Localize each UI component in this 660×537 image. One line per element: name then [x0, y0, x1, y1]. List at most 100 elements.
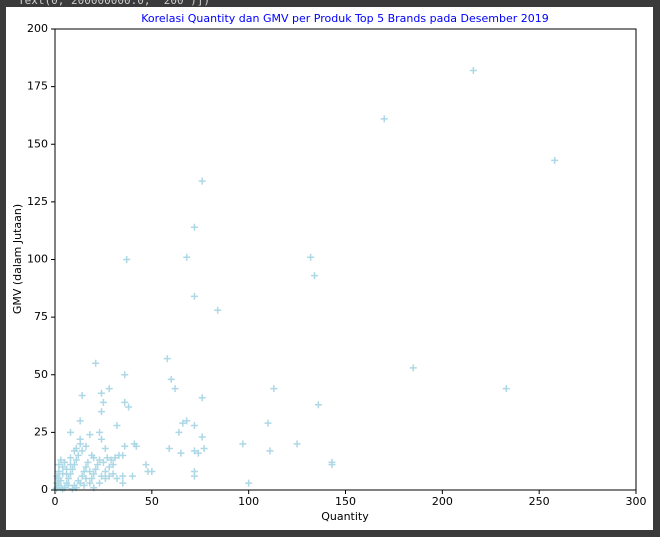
- y-tick-label: 50: [34, 368, 48, 381]
- point: [198, 394, 206, 402]
- point: [78, 391, 86, 399]
- point: [76, 440, 84, 448]
- point: [66, 428, 74, 436]
- point: [214, 306, 222, 314]
- x-tick-label: 0: [52, 495, 59, 508]
- point: [200, 445, 208, 453]
- point: [171, 385, 179, 393]
- point: [165, 445, 173, 453]
- chart-title: Korelasi Quantity dan GMV per Produk Top…: [141, 12, 549, 25]
- point: [177, 449, 185, 457]
- point: [92, 465, 100, 473]
- point: [96, 456, 104, 464]
- y-axis-label: GMV (dalam Jutaan): [11, 204, 24, 314]
- point: [72, 456, 80, 464]
- point: [179, 419, 187, 427]
- point: [92, 359, 100, 367]
- point: [65, 474, 73, 482]
- point: [105, 472, 113, 480]
- point: [97, 435, 105, 443]
- point: [61, 458, 69, 466]
- y-tick-label: 0: [41, 483, 48, 496]
- x-axis-label: Quantity: [321, 510, 369, 523]
- output-text: Text(0, 200000000.0, '200')]): [18, 0, 211, 7]
- point: [96, 479, 104, 487]
- x-tick-label: 100: [238, 495, 259, 508]
- point: [72, 445, 80, 453]
- point: [175, 428, 183, 436]
- point: [99, 398, 107, 406]
- point: [107, 456, 115, 464]
- point: [105, 463, 113, 471]
- point: [239, 440, 247, 448]
- point: [121, 398, 129, 406]
- point: [198, 433, 206, 441]
- point: [380, 115, 388, 123]
- point: [109, 461, 117, 469]
- point: [65, 481, 73, 489]
- point: [264, 419, 272, 427]
- point: [63, 465, 71, 473]
- point: [314, 401, 322, 409]
- y-tick-label: 75: [34, 310, 48, 323]
- point: [90, 454, 98, 462]
- point: [113, 421, 121, 429]
- point: [105, 385, 113, 393]
- point: [270, 385, 278, 393]
- y-tick-label: 150: [27, 137, 48, 150]
- figure-background: [6, 7, 653, 530]
- point: [183, 417, 191, 425]
- point: [121, 371, 129, 379]
- point: [183, 253, 191, 261]
- point: [128, 472, 136, 480]
- point: [55, 474, 63, 482]
- point: [103, 454, 111, 462]
- point: [190, 292, 198, 300]
- point: [78, 447, 86, 455]
- point: [90, 470, 98, 478]
- point: [97, 389, 105, 397]
- plot-frame: [54, 28, 637, 491]
- point: [148, 468, 156, 476]
- point: [52, 485, 60, 493]
- point: [142, 461, 150, 469]
- point: [55, 461, 63, 469]
- point: [74, 451, 82, 459]
- point: [311, 272, 319, 280]
- point: [57, 456, 65, 464]
- x-tick-label: 250: [529, 495, 550, 508]
- point: [68, 485, 76, 493]
- point: [502, 385, 510, 393]
- point: [97, 408, 105, 416]
- point: [86, 431, 94, 439]
- x-tick-label: 150: [335, 495, 356, 508]
- point: [99, 458, 107, 466]
- point: [293, 440, 301, 448]
- point: [190, 223, 198, 231]
- y-tick-label: 175: [27, 80, 48, 93]
- point: [132, 442, 140, 450]
- point: [245, 479, 253, 487]
- point: [113, 474, 121, 482]
- point: [59, 470, 67, 478]
- x-tick-label: 50: [145, 495, 159, 508]
- point: [115, 451, 123, 459]
- point: [119, 472, 127, 480]
- point: [123, 256, 131, 263]
- point: [86, 468, 94, 476]
- y-tick-label: 125: [27, 195, 48, 208]
- point: [190, 472, 198, 480]
- point: [409, 364, 417, 372]
- point: [101, 445, 109, 453]
- point: [101, 468, 109, 476]
- point: [111, 454, 119, 462]
- point: [82, 442, 90, 450]
- point: [86, 479, 94, 487]
- point: [96, 428, 104, 436]
- point: [84, 458, 92, 466]
- point: [198, 177, 206, 185]
- point: [76, 479, 84, 487]
- point: [66, 454, 74, 462]
